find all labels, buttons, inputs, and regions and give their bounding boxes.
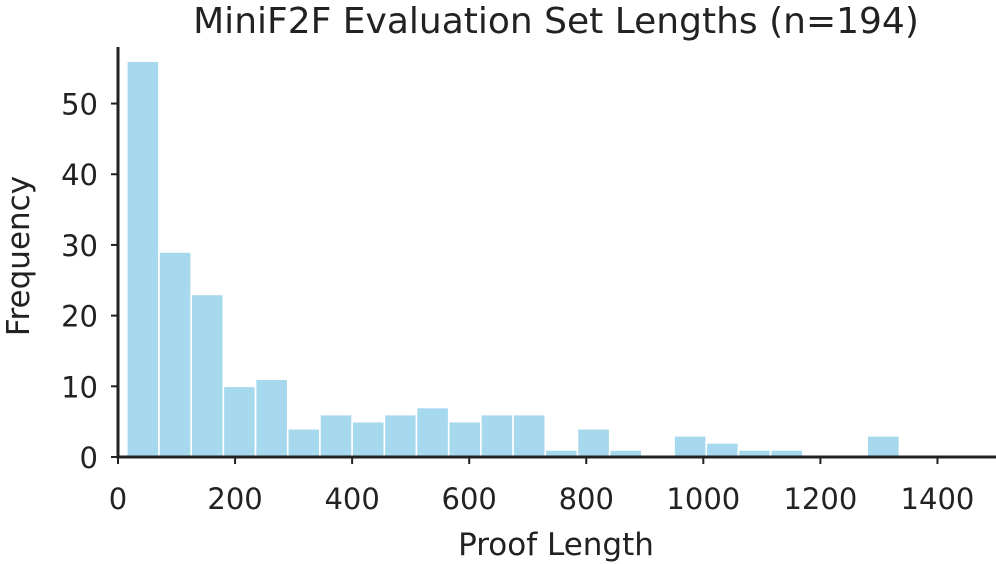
histogram-bar — [576, 427, 611, 458]
histogram-bar — [286, 427, 321, 458]
y-axis-ticks: 0 10 20 30 40 50 — [61, 88, 118, 475]
histogram-bar — [447, 420, 482, 458]
y-tick-label: 20 — [61, 300, 98, 334]
histogram-bar — [705, 442, 740, 458]
x-tick-label: 800 — [559, 482, 614, 516]
x-tick-label: 600 — [442, 482, 497, 516]
chart-title: MiniF2F Evaluation Set Lengths (n=194) — [193, 1, 919, 42]
x-tick-label: 1400 — [901, 482, 975, 516]
y-tick-label: 10 — [61, 370, 98, 404]
histogram-bar — [415, 406, 450, 458]
x-tick-label: 1200 — [783, 482, 857, 516]
histogram-bar — [512, 413, 547, 458]
histogram-bar — [383, 413, 418, 458]
histogram-bar — [351, 420, 386, 458]
y-tick-label: 50 — [61, 88, 98, 122]
histogram-bar — [125, 60, 160, 458]
x-axis-title: Proof Length — [458, 527, 654, 563]
histogram-bar — [158, 251, 192, 458]
y-tick-label: 30 — [61, 229, 98, 263]
x-tick-label: 200 — [207, 482, 262, 516]
x-tick-label: 0 — [109, 482, 127, 516]
y-axis-title: Frequency — [1, 176, 37, 336]
histogram-bar — [319, 413, 353, 458]
histogram-bar — [673, 434, 708, 458]
histogram-bar — [222, 385, 257, 458]
x-tick-label: 400 — [324, 482, 379, 516]
bars-group — [125, 60, 901, 458]
histogram-bar — [866, 434, 901, 458]
histogram-bar — [254, 378, 289, 458]
x-tick-label: 1000 — [666, 482, 740, 516]
histogram-bar — [480, 413, 514, 458]
histogram-bar — [190, 293, 225, 458]
y-tick-label: 0 — [80, 441, 98, 475]
y-tick-label: 40 — [61, 158, 98, 192]
x-axis-ticks: 0 200 400 600 800 1000 1200 1400 — [109, 457, 975, 516]
